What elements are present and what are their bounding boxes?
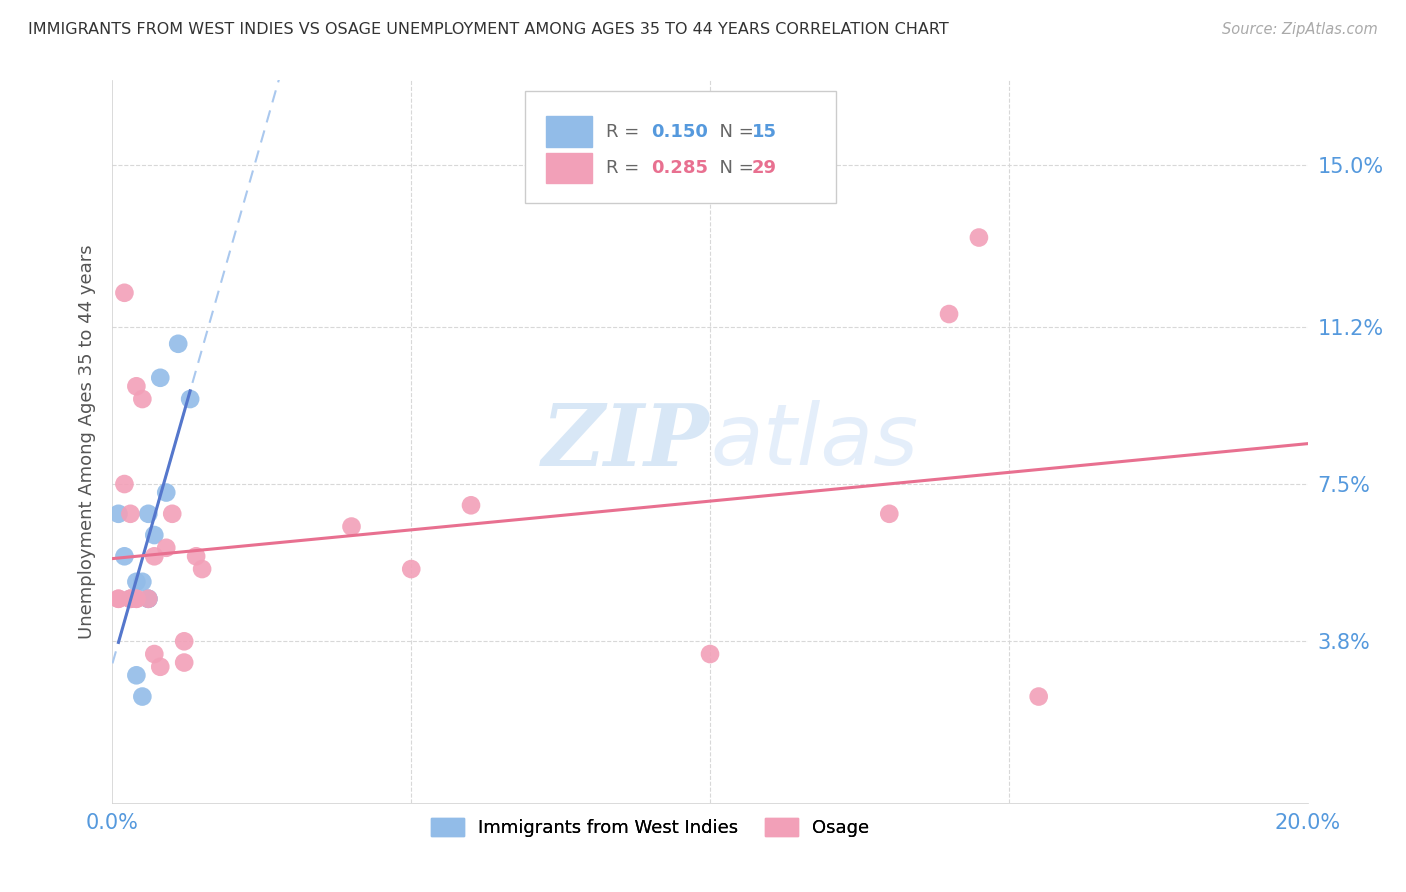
Point [340, 519, 363, 533]
Point [125, 379, 148, 393]
Point [120, 591, 142, 606]
Point [138, 591, 160, 606]
Point [173, 656, 195, 670]
Legend: Immigrants from West Indies, Osage: Immigrants from West Indies, Osage [425, 811, 876, 845]
Bar [547, 153, 592, 183]
Point [149, 371, 172, 385]
Text: ZIP: ZIP [543, 400, 710, 483]
Point [167, 336, 190, 351]
Text: 29: 29 [752, 159, 778, 177]
Text: IMMIGRANTS FROM WEST INDIES VS OSAGE UNEMPLOYMENT AMONG AGES 35 TO 44 YEARS CORR: IMMIGRANTS FROM WEST INDIES VS OSAGE UNE… [28, 22, 949, 37]
Point [191, 562, 214, 576]
Point [114, 549, 135, 564]
Point [155, 485, 177, 500]
Point [125, 591, 148, 606]
Point [125, 574, 148, 589]
Point [125, 668, 148, 682]
Point [967, 230, 990, 244]
Point [699, 647, 721, 661]
Point [138, 591, 160, 606]
Text: R =: R = [606, 122, 645, 141]
Point [401, 562, 423, 576]
Point [120, 591, 142, 606]
Text: 0.150: 0.150 [651, 122, 709, 141]
Point [114, 477, 135, 491]
Point [179, 392, 201, 406]
Point [460, 498, 482, 512]
Text: Source: ZipAtlas.com: Source: ZipAtlas.com [1222, 22, 1378, 37]
Point [131, 392, 153, 406]
FancyBboxPatch shape [524, 91, 835, 203]
Point [938, 307, 960, 321]
Point [143, 549, 166, 564]
Point [162, 507, 183, 521]
Point [107, 591, 129, 606]
Point [186, 549, 208, 564]
Point [879, 507, 901, 521]
Point [114, 285, 135, 300]
Point [131, 690, 153, 704]
Point [143, 528, 166, 542]
Point [131, 574, 153, 589]
Point [155, 541, 177, 555]
Point [173, 634, 195, 648]
Text: R =: R = [606, 159, 645, 177]
Point [149, 660, 172, 674]
Point [125, 591, 148, 606]
Text: atlas: atlas [710, 400, 918, 483]
Point [138, 507, 160, 521]
Point [107, 507, 129, 521]
Point [1028, 690, 1050, 704]
Text: 15: 15 [752, 122, 778, 141]
Text: N =: N = [707, 159, 759, 177]
Point [107, 591, 129, 606]
Point [120, 507, 142, 521]
Bar [547, 116, 592, 147]
Point [138, 591, 160, 606]
Text: 0.285: 0.285 [651, 159, 709, 177]
Point [143, 647, 166, 661]
Point [120, 591, 142, 606]
Text: N =: N = [707, 122, 759, 141]
Y-axis label: Unemployment Among Ages 35 to 44 years: Unemployment Among Ages 35 to 44 years [77, 244, 96, 639]
